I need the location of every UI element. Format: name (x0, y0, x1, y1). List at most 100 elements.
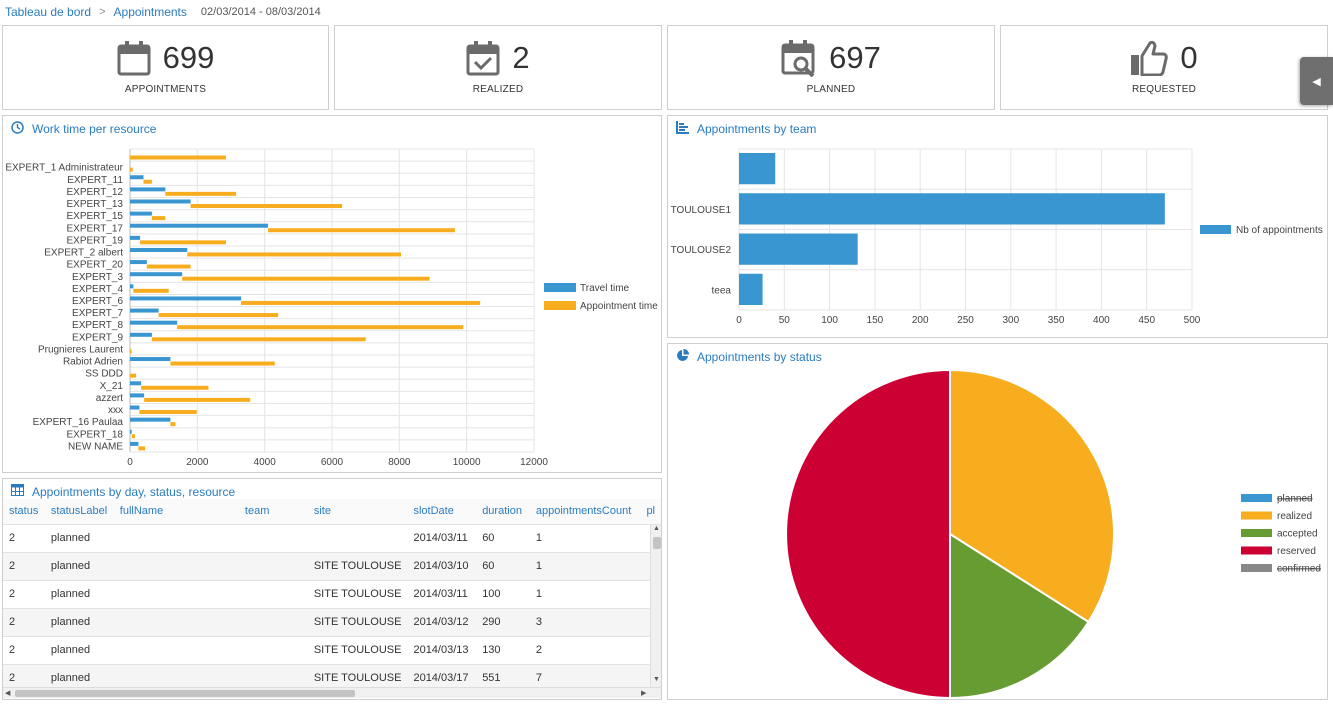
appointment-time-bar (130, 373, 137, 378)
table-cell: 2 (3, 607, 45, 636)
y-tick-label: EXPERT_12 (66, 187, 123, 198)
column-header-team[interactable]: team (238, 499, 308, 524)
pie-slice-reserved (785, 368, 951, 699)
x-tick-label: 2000 (186, 457, 209, 468)
column-header-duration[interactable]: duration (476, 499, 530, 524)
scroll-up-icon[interactable]: ▲ (653, 525, 660, 532)
column-header-fullname[interactable]: fullName (113, 499, 239, 524)
appointment-time-bar (133, 288, 169, 293)
scroll-right-icon[interactable]: ▶ (641, 690, 647, 697)
column-header-statuslabel[interactable]: statusLabel (44, 499, 114, 524)
table-horizontal-scrollbar[interactable]: ◀ ▶ (3, 687, 661, 698)
kpi-card-appointments: 699 APPOINTMENTS (2, 25, 329, 110)
breadcrumb-home-link[interactable]: Tableau de bord (5, 5, 92, 19)
column-header-site[interactable]: site (307, 499, 408, 524)
table-vertical-scrollbar[interactable]: ▲ ▼ (650, 525, 661, 687)
team-bar (739, 233, 858, 265)
y-tick-label: TOULOUSE2 (671, 245, 732, 256)
calendar-search-icon (781, 39, 817, 77)
appointment-time-bar (144, 397, 251, 402)
legend-label: Nb of appointments (1236, 225, 1323, 236)
table-row[interactable]: 2 planned SITE TOULOUSE 2014/03/11 100 1 (3, 579, 661, 608)
column-header-appointmentscount[interactable]: appointmentsCount (529, 499, 641, 524)
appointment-time-bar (140, 240, 226, 245)
travel-time-bar (130, 296, 242, 301)
table-cell: 1 (529, 551, 641, 580)
legend-swatch-realized (1241, 511, 1272, 520)
appointment-time-bar (141, 385, 209, 390)
column-header-slotdate[interactable]: slotDate (407, 499, 477, 524)
table-cell: planned (44, 523, 114, 552)
x-tick-label: 10000 (453, 457, 481, 468)
legend-label: planned (1277, 494, 1313, 505)
legend-swatch-travel (544, 283, 576, 292)
table-cell: SITE TOULOUSE (307, 607, 408, 636)
team-panel: Appointments by team 0 50 100 150 200 250 300 3… (667, 115, 1328, 338)
travel-time-bar (130, 417, 171, 422)
travel-time-bar (130, 429, 132, 434)
travel-time-bar (130, 441, 139, 446)
appointment-time-bar (165, 191, 237, 196)
team-bar (739, 193, 1165, 225)
kpi-value: 697 (829, 40, 881, 75)
x-tick-label: 350 (1048, 315, 1065, 326)
y-tick-label: EXPERT_19 (66, 235, 123, 246)
y-tick-label: EXPERT_8 (72, 320, 123, 331)
appointment-time-bar (151, 216, 166, 221)
appointment-time-bar (131, 434, 136, 439)
table-cell: 2014/03/12 (407, 607, 477, 636)
table-cell: 2014/03/13 (407, 635, 477, 664)
legend-swatch-reserved (1241, 546, 1272, 555)
table-cell: 2014/03/11 (407, 523, 477, 552)
scroll-thumb[interactable] (15, 690, 355, 697)
appointment-time-bar (139, 410, 197, 415)
scroll-down-icon[interactable]: ▼ (653, 676, 660, 683)
x-tick-label: 200 (912, 315, 929, 326)
table-cell: 2 (3, 635, 45, 664)
scroll-thumb[interactable] (653, 537, 661, 549)
x-tick-label: 4000 (254, 457, 277, 468)
work-time-chart: 0 2000 4000 6000 8000 10000 12000 EXPERT_1 Admi… (5, 148, 658, 468)
travel-time-bar (130, 320, 178, 325)
table-row[interactable]: 2 planned SITE TOULOUSE 2014/03/13 130 2 (3, 635, 661, 664)
table-cell (113, 551, 239, 580)
kpi-label: APPOINTMENTS (124, 84, 207, 95)
kpi-value: 0 (1180, 40, 1198, 75)
legend-label: realized (1277, 511, 1312, 522)
team-title: Appointments by team (697, 122, 817, 136)
appointment-time-bar (143, 179, 152, 184)
appointment-time-bar (138, 446, 146, 451)
x-tick-label: 450 (1138, 315, 1155, 326)
table-cell: 130 (476, 635, 530, 664)
x-tick-label: 250 (957, 315, 974, 326)
column-header-status[interactable]: status (3, 499, 45, 524)
table-cell: 290 (476, 607, 530, 636)
appointment-time-bar (158, 313, 279, 318)
table-row[interactable]: 2 planned 2014/03/11 60 1 (3, 523, 661, 552)
table-row[interactable]: 2 planned SITE TOULOUSE 2014/03/10 60 1 (3, 551, 661, 580)
legend-swatch-appointment (544, 301, 576, 310)
collapse-sidebar-button[interactable]: ◀ (1300, 57, 1333, 105)
y-tick-label: SS DDD (85, 369, 123, 380)
y-tick-label: azzert (96, 393, 123, 404)
scroll-left-icon[interactable]: ◀ (5, 690, 11, 697)
table-cell: 2 (529, 635, 641, 664)
breadcrumb-current-link[interactable]: Appointments (113, 5, 187, 19)
legend-swatch-planned (1241, 494, 1272, 502)
legend-swatch-accepted (1241, 529, 1272, 537)
x-tick-label: 100 (821, 315, 838, 326)
pie-slice-accepted (949, 532, 1090, 699)
y-tick-label: EXPERT_1 Administrateur (5, 163, 123, 174)
status-chart: planned realized accepted reserved confirmed (785, 368, 1321, 699)
y-tick-label: Rabiot Adrien (63, 357, 123, 368)
table-cell (238, 579, 308, 608)
appointment-time-bar (130, 167, 133, 172)
travel-time-bar (130, 211, 152, 216)
appointment-time-bar (241, 300, 481, 305)
table-icon (11, 484, 32, 499)
table-row[interactable]: 2 planned SITE TOULOUSE 2014/03/12 290 3 (3, 607, 661, 636)
y-tick-label: TOULOUSE1 (671, 205, 732, 216)
travel-time-bar (130, 357, 171, 362)
column-header-pl[interactable]: pl (640, 499, 661, 524)
travel-time-bar (130, 284, 134, 289)
